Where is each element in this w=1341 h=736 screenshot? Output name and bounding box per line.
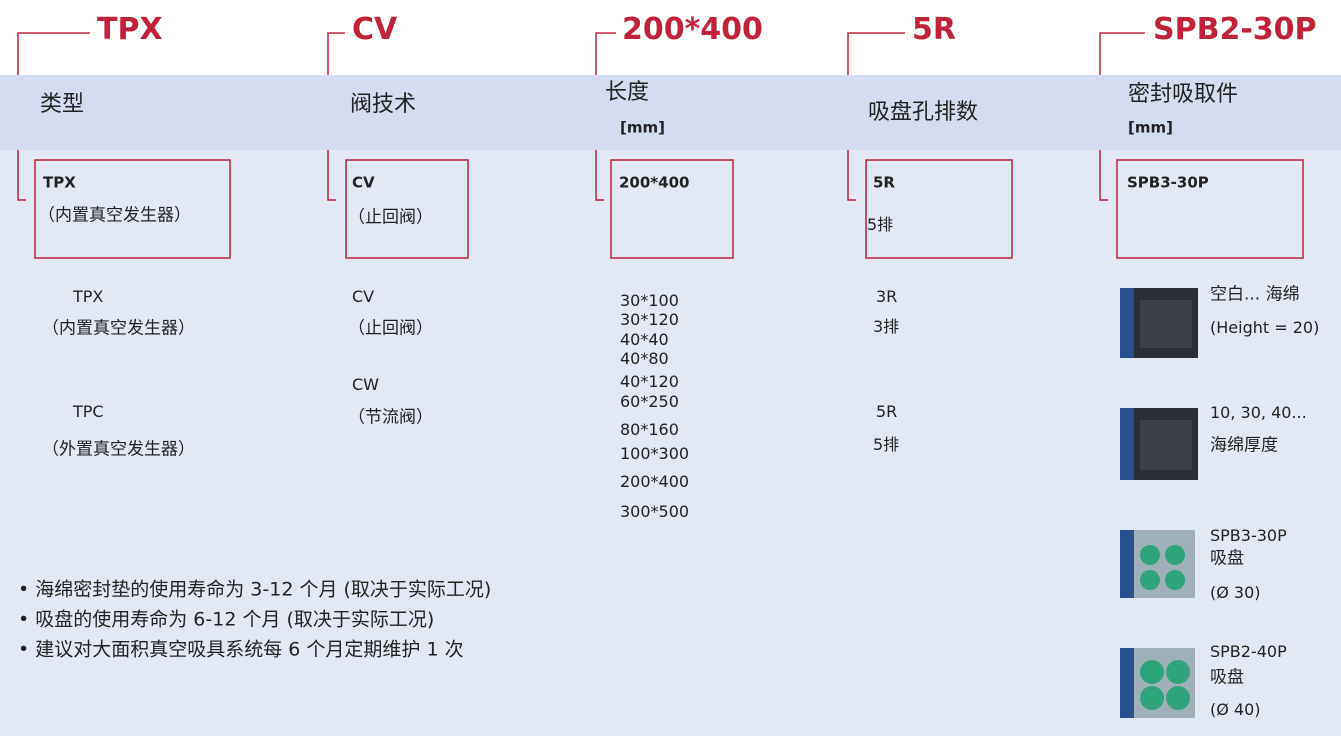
bullet: • 建议对大面积真空吸具系统每 6 个月定期维护 1 次	[18, 638, 464, 661]
length-option: 80*160	[620, 420, 679, 439]
part-text: SPB3-30P	[1210, 526, 1287, 545]
header-band	[0, 75, 1341, 150]
part-text: 空白... 海绵	[1210, 284, 1300, 305]
selected-box	[34, 159, 231, 259]
selected-box	[610, 159, 734, 259]
code: 5R	[912, 12, 956, 47]
part-text: (Ø 40)	[1210, 700, 1261, 719]
column-title: 类型	[40, 92, 85, 117]
part-text: (Height = 20)	[1210, 318, 1320, 337]
option-desc: （外置真空发生器）	[42, 439, 195, 460]
code: SPB2-30P	[1153, 12, 1317, 47]
part-text: 吸盘	[1210, 548, 1244, 569]
length-option: 100*300	[620, 444, 690, 463]
column-title: 密封吸取件	[1128, 82, 1239, 107]
part-text: (Ø 30)	[1210, 583, 1261, 602]
length-option: 40*80	[620, 349, 669, 368]
selected-desc: （内置真空发生器）	[38, 205, 191, 226]
length-option: 30*120	[620, 310, 679, 329]
length-option: 200*400	[620, 472, 690, 491]
code: CV	[352, 12, 398, 47]
selected-box	[1116, 159, 1304, 259]
option-code: TPC	[73, 402, 104, 421]
column-unit: [mm]	[1128, 118, 1173, 137]
option-code: TPX	[73, 287, 104, 306]
option-desc: （止回阀）	[348, 318, 433, 339]
length-option: 40*120	[620, 372, 679, 391]
bullet-text: 海绵密封垫的使用寿命为 3-12 个月 (取决于实际工况)	[35, 578, 492, 601]
selected-box	[865, 159, 1013, 259]
suction-cup-image	[1120, 648, 1195, 718]
sponge-image	[1120, 408, 1198, 480]
option-code: 5R	[876, 402, 898, 421]
selected-code: CV	[352, 173, 375, 192]
option-code: CV	[352, 287, 375, 306]
option-desc: 5排	[873, 435, 900, 454]
length-option: 60*250	[620, 392, 679, 411]
part-text: SPB2-40P	[1210, 642, 1287, 661]
part-text: 吸盘	[1210, 667, 1244, 688]
length-option: 300*500	[620, 502, 690, 521]
selected-code: 5R	[873, 173, 895, 192]
suction-cup-image	[1120, 530, 1195, 598]
sponge-image	[1120, 288, 1198, 358]
selected-code: TPX	[43, 173, 76, 192]
selected-code: 200*400	[619, 173, 690, 192]
option-code: CW	[352, 375, 379, 394]
selected-code: SPB3-30P	[1127, 173, 1209, 192]
column-unit: [mm]	[620, 118, 665, 137]
part-images	[1120, 288, 1198, 718]
code: 200*400	[622, 12, 763, 47]
length-option: 40*40	[620, 330, 669, 349]
option-desc: （内置真空发生器）	[42, 318, 195, 339]
part-text: 10, 30, 40...	[1210, 403, 1307, 422]
option-desc: （节流阀）	[348, 407, 433, 428]
bullet-text: 吸盘的使用寿命为 6-12 个月 (取决于实际工况)	[35, 608, 435, 631]
selected-desc: （止回阀）	[348, 207, 433, 228]
part-text: 海绵厚度	[1210, 435, 1278, 456]
column-title: 吸盘孔排数	[868, 100, 979, 125]
option-desc: 3排	[873, 317, 900, 336]
bullet: • 吸盘的使用寿命为 6-12 个月 (取决于实际工况)	[18, 608, 435, 631]
code: TPX	[97, 12, 163, 47]
column-title: 长度	[605, 80, 650, 105]
selected-box	[345, 159, 469, 259]
option-code: 3R	[876, 287, 898, 306]
column-title: 阀技术	[350, 92, 417, 117]
bullet-text: 建议对大面积真空吸具系统每 6 个月定期维护 1 次	[35, 638, 464, 661]
selected-desc: 5排	[867, 215, 894, 234]
bullet: • 海绵密封垫的使用寿命为 3-12 个月 (取决于实际工况)	[18, 578, 492, 601]
length-option: 30*100	[620, 291, 679, 310]
